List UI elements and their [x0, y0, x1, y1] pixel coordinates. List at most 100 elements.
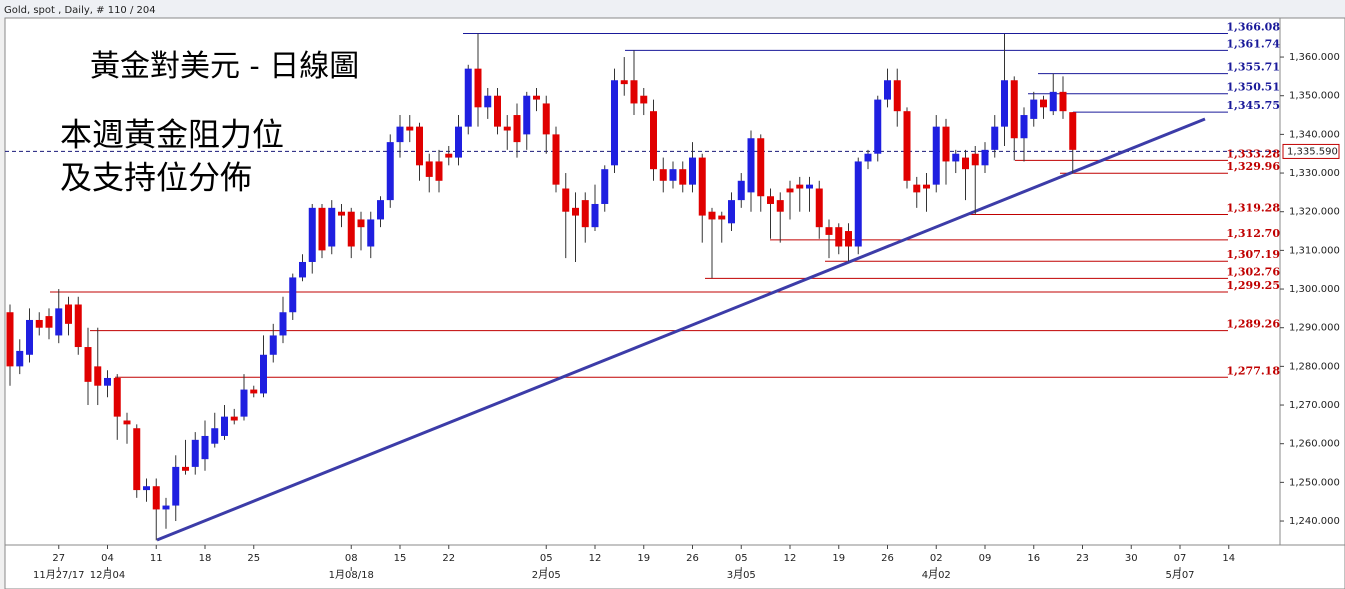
candle-body — [494, 95, 501, 127]
candle-body — [357, 219, 365, 228]
x-tick-label: 07 — [1174, 553, 1187, 564]
level-label: 1,366.08 — [1226, 21, 1280, 34]
candle-body — [903, 111, 911, 181]
candle-body — [669, 169, 677, 181]
y-tick-label: 1,350.000 — [1289, 91, 1340, 102]
candle-body — [84, 347, 92, 382]
candle-body — [825, 227, 833, 235]
candle-body — [230, 416, 238, 421]
candle-body — [1049, 91, 1057, 112]
y-tick-label: 1,360.000 — [1289, 52, 1340, 63]
plot-area — [4, 17, 1281, 546]
candle-body — [240, 389, 248, 417]
candle-body — [523, 95, 531, 135]
candle-body — [806, 184, 813, 189]
level-label: 1,355.71 — [1226, 61, 1280, 74]
candle-body — [767, 196, 774, 204]
level-label: 1,277.18 — [1226, 364, 1280, 377]
candle-body — [484, 95, 492, 108]
candle-body — [201, 435, 209, 460]
candle-body — [659, 169, 667, 181]
candle-body — [854, 161, 862, 247]
candle-body — [45, 316, 53, 328]
candle-body — [396, 126, 404, 143]
chart-header: Gold, spot , Daily, # 110 / 204 — [4, 5, 156, 16]
candle-body — [718, 215, 726, 220]
candle-body — [562, 188, 570, 212]
level-label: 1,333.28 — [1226, 147, 1280, 160]
candle-body — [143, 486, 150, 491]
candle-body — [367, 219, 375, 247]
annotation: 及支持位分佈 — [60, 159, 252, 197]
level-label: 1,350.51 — [1226, 81, 1280, 94]
candle-body — [347, 211, 355, 247]
candle-body — [464, 68, 472, 127]
candle-body — [474, 68, 482, 108]
candle-body — [991, 126, 999, 150]
candle-body — [747, 138, 755, 193]
trendline — [156, 117, 1206, 542]
candle-body — [338, 211, 345, 216]
candle-body — [455, 126, 462, 158]
candle-body — [796, 184, 804, 189]
x-tick-label: 12月04 — [90, 569, 125, 581]
candle-body — [406, 126, 414, 131]
level-label: 1,329.96 — [1226, 160, 1280, 173]
candle-body — [1010, 80, 1018, 139]
y-tick-label: 1,300.000 — [1289, 284, 1340, 295]
level-label: 1,289.26 — [1226, 318, 1280, 331]
candle-body — [191, 439, 199, 467]
candle-body — [689, 157, 696, 185]
y-tick-label: 1,260.000 — [1289, 439, 1340, 450]
candle-body — [591, 203, 599, 228]
x-tick-label: 25 — [247, 553, 260, 564]
candle-body — [318, 207, 326, 251]
y-tick-label: 1,320.000 — [1289, 207, 1340, 218]
candle-body — [923, 184, 930, 189]
candle-body — [981, 149, 989, 166]
x-tick-label: 16 — [1027, 553, 1040, 564]
x-tick-label: 26 — [881, 553, 894, 564]
candle-body — [728, 200, 735, 224]
y-tick-label: 1,310.000 — [1289, 245, 1340, 256]
header-bar — [0, 0, 1345, 18]
candle-body — [162, 505, 170, 510]
candle-body — [299, 261, 306, 278]
x-tick-label: 3月05 — [727, 569, 756, 581]
y-tick-label: 1,250.000 — [1289, 477, 1340, 488]
x-tick-label: 19 — [832, 553, 845, 564]
candle-body — [133, 428, 141, 491]
candle-body — [425, 161, 433, 177]
candle-body — [952, 153, 960, 162]
candle-body — [884, 80, 891, 100]
x-tick-label: 18 — [199, 553, 212, 564]
x-tick-label: 26 — [686, 553, 699, 564]
candle-body — [874, 99, 882, 154]
y-tick-label: 1,330.000 — [1289, 168, 1340, 179]
level-label: 1,345.75 — [1226, 99, 1280, 112]
candle-body — [572, 207, 579, 216]
candle-body — [864, 153, 872, 162]
candle-body — [113, 377, 121, 417]
candle-body — [386, 142, 394, 201]
candle-body — [328, 207, 336, 247]
candle-body — [845, 231, 852, 247]
x-tick-label: 05 — [540, 553, 553, 564]
candle-body — [786, 188, 794, 193]
x-tick-label: 22 — [442, 553, 455, 564]
candle-body — [640, 95, 648, 104]
level-label: 1,312.70 — [1226, 227, 1280, 240]
x-tick-label: 08 — [345, 553, 358, 564]
candle-body — [172, 466, 180, 506]
candle-body — [94, 366, 102, 386]
candle-body — [35, 319, 43, 328]
level-label: 1,307.19 — [1226, 248, 1280, 261]
candle-body — [6, 312, 14, 367]
x-tick-label: 12 — [784, 553, 797, 564]
x-tick-label: 1月08/18 — [329, 569, 374, 581]
chart-title: 黃金對美元 - 日線圖 — [90, 49, 359, 84]
candle-body — [16, 350, 24, 367]
candle-body — [221, 416, 228, 436]
y-axis-area — [1279, 17, 1345, 546]
